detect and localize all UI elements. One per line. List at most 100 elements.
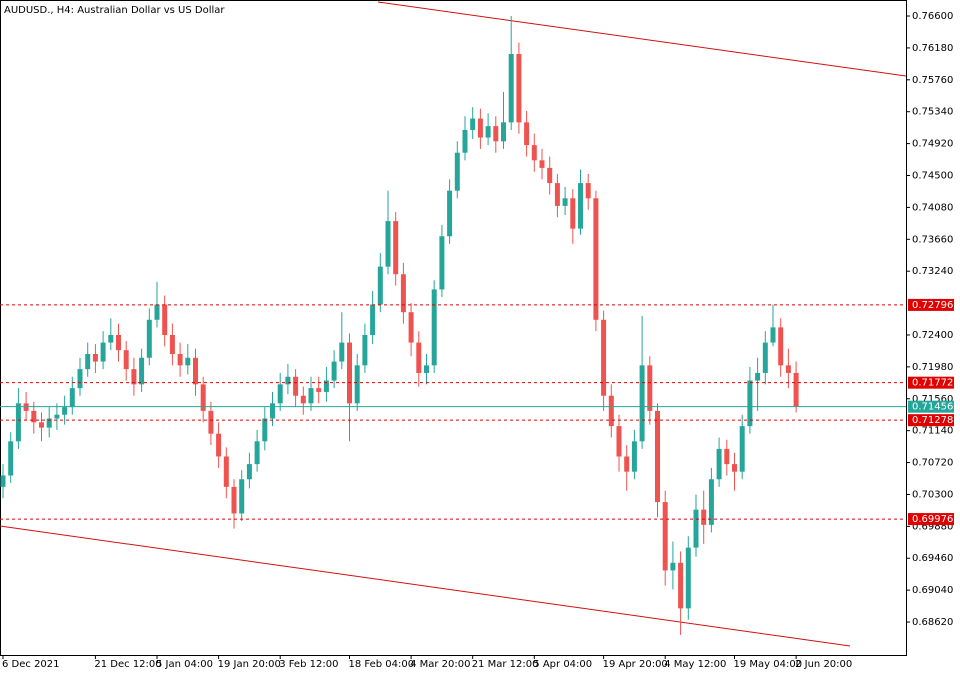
candle-body (739, 426, 745, 472)
candle-body (770, 327, 776, 343)
x-tick-label: 21 Dec 12:00 (94, 659, 161, 670)
candle-body (162, 304, 168, 335)
y-tick-label: 0.73660 (912, 234, 953, 245)
candle-body (246, 464, 252, 480)
candle-body (639, 365, 645, 442)
candle-body (747, 380, 753, 427)
candle-body (185, 357, 191, 366)
y-tick-label: 0.75760 (912, 75, 953, 86)
candle-body (169, 334, 175, 354)
candle-body (362, 334, 368, 366)
candle-body (0, 475, 6, 487)
candle-body (454, 152, 460, 191)
candle-body (146, 319, 152, 358)
candle-body (177, 353, 183, 366)
y-tick-label: 0.73240 (912, 266, 953, 277)
candle-body (585, 183, 591, 199)
price-level-label: 0.72796 (912, 300, 953, 311)
x-tick-label: 5 Apr 04:00 (533, 659, 592, 670)
y-tick-label: 0.76600 (912, 11, 953, 22)
candle-body (270, 403, 275, 419)
candle-body (31, 410, 37, 423)
candle-body (323, 380, 329, 392)
candle-body (46, 418, 52, 428)
y-tick-label: 0.70720 (912, 458, 953, 469)
candle-body (377, 266, 383, 305)
candle-body (62, 407, 68, 415)
candle-body (208, 410, 214, 434)
candle-body (69, 388, 75, 408)
trend-line (0, 525, 851, 647)
candle-body (400, 274, 406, 313)
candle-body (685, 547, 691, 609)
candle-body (554, 183, 560, 206)
candle-body (154, 304, 160, 320)
candle-body (300, 395, 306, 404)
candle-body (778, 327, 784, 366)
candle-body (439, 236, 445, 290)
x-tick-label: 6 Dec 2021 (2, 659, 60, 670)
y-tick-label: 0.69040 (912, 585, 953, 596)
candle-body (116, 334, 121, 351)
candle-body (477, 118, 483, 138)
candle-body (239, 479, 245, 514)
candle-body (501, 122, 506, 142)
y-tick-label: 0.69880 (912, 521, 953, 532)
x-tick-label: 19 Apr 20:00 (603, 659, 668, 670)
y-tick-label: 0.71140 (912, 426, 953, 437)
candle-body (724, 448, 730, 465)
candle-body (785, 365, 791, 373)
candle-body (285, 376, 291, 385)
y-tick-label: 0.72400 (912, 330, 953, 341)
candle-body (578, 183, 583, 229)
candle-body (39, 422, 44, 428)
trend-line (377, 1, 907, 77)
candle-body (347, 342, 352, 404)
candle-body (200, 384, 206, 411)
candle-body (231, 486, 237, 514)
candle-body (100, 342, 106, 362)
candle-body (331, 361, 337, 381)
candle-body (755, 372, 761, 381)
x-tick-label: 4 May 12:00 (664, 659, 726, 670)
x-tick-label: 21 Mar 12:00 (472, 659, 539, 670)
candle-body (385, 221, 391, 267)
price-level-label: 0.71278 (912, 415, 953, 426)
price-level-tag (908, 513, 954, 526)
candle-body (701, 509, 707, 525)
candle-body (92, 353, 98, 362)
candle-body (647, 365, 653, 411)
candle-body (601, 319, 607, 396)
candle-body (531, 145, 537, 161)
candle-body (655, 410, 660, 503)
x-tick-label: 18 Feb 04:00 (349, 659, 415, 670)
candle-body (254, 441, 260, 465)
chart-title: AUDUSD., H4: Australian Dollar vs US Dol… (4, 5, 225, 16)
candle-body (516, 53, 522, 123)
price-level-tag (908, 376, 954, 389)
candle-body (624, 456, 630, 472)
y-tick-label: 0.68620 (912, 617, 953, 628)
candle-body (416, 342, 422, 373)
candle-body (393, 221, 399, 275)
candle-body (662, 502, 668, 571)
price-level-tag (908, 400, 954, 413)
price-level-label: 0.71772 (912, 378, 953, 389)
price-level-label: 0.69976 (912, 514, 953, 525)
x-tick-label: 3 Feb 12:00 (279, 659, 338, 670)
candle-body (670, 562, 676, 571)
candle-body (539, 160, 545, 168)
candle-body (693, 509, 699, 548)
candle-body (139, 357, 145, 385)
candle-body (54, 414, 60, 419)
candle-body (339, 342, 345, 362)
candle-body (354, 365, 360, 404)
price-level-label: 0.71456 (912, 402, 953, 413)
y-tick-label: 0.71560 (912, 394, 953, 405)
candle-body (293, 376, 299, 396)
candle-body (262, 418, 268, 442)
candle-body (508, 53, 514, 123)
candle-body (547, 167, 553, 184)
y-tick-label: 0.74920 (912, 139, 953, 150)
x-tick-label: 19 Jan 20:00 (218, 659, 281, 670)
